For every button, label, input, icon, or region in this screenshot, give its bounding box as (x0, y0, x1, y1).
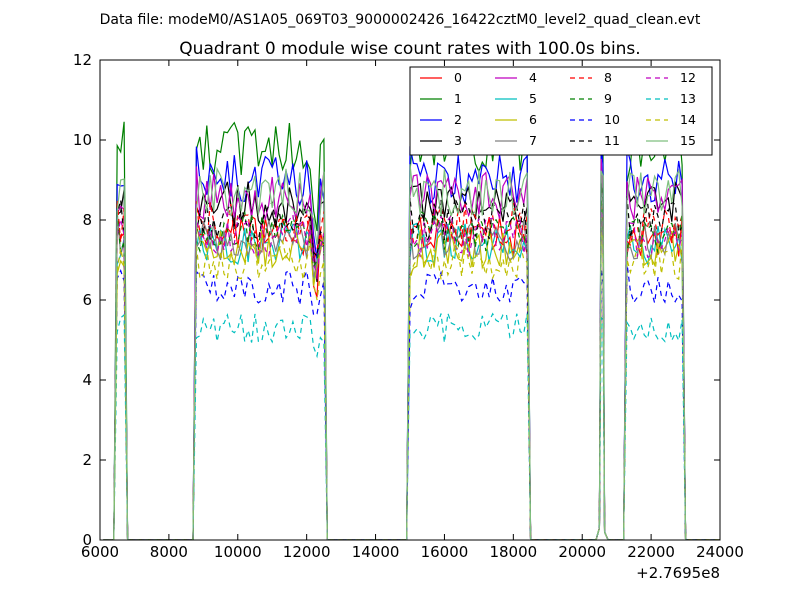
x-tick-label: 14000 (352, 543, 400, 561)
series-line-14 (103, 231, 720, 540)
x-tick-label: 8000 (150, 543, 188, 561)
y-tick-label: 12 (73, 51, 92, 69)
x-tick-label: 6000 (81, 543, 119, 561)
legend-label-8: 8 (604, 70, 612, 85)
series-layer (103, 120, 720, 540)
legend-label-7: 7 (529, 133, 537, 148)
y-tick-label: 4 (82, 371, 92, 389)
legend-label-10: 10 (604, 112, 620, 127)
series-line-8 (103, 200, 720, 540)
x-tick-label: 12000 (283, 543, 331, 561)
data-file-title: Data file: modeM0/AS1A05_069T03_90000024… (100, 12, 701, 28)
legend-box (409, 66, 713, 156)
legend-label-9: 9 (604, 91, 612, 106)
y-tick-label: 6 (82, 291, 92, 309)
legend-label-0: 0 (454, 70, 462, 85)
legend-label-4: 4 (529, 70, 537, 85)
chart-title: Quadrant 0 module wise count rates with … (179, 39, 640, 59)
series-line-13 (103, 312, 720, 540)
legend-label-14: 14 (680, 112, 696, 127)
y-tick-label: 0 (82, 531, 92, 549)
legend-label-12: 12 (680, 70, 696, 85)
legend-label-1: 1 (454, 91, 462, 106)
x-offset-label: +2.7695e8 (636, 564, 720, 582)
x-tick-label: 10000 (214, 543, 262, 561)
x-tick-label: 24000 (696, 543, 744, 561)
legend-label-5: 5 (529, 91, 537, 106)
x-tick-label: 20000 (558, 543, 606, 561)
x-tick-label: 22000 (627, 543, 675, 561)
legend-label-2: 2 (454, 112, 462, 127)
series-line-12 (103, 210, 720, 540)
y-tick-label: 10 (73, 131, 92, 149)
y-tick-label: 2 (82, 451, 92, 469)
legend-label-6: 6 (529, 112, 537, 127)
y-tick-label: 8 (82, 211, 92, 229)
axis-layer: 6000 8000 10000 12000 14000 16000 18000 20000 22… (73, 51, 744, 561)
series-line-15 (103, 164, 720, 540)
x-tick-label: 16000 (421, 543, 469, 561)
legend-label-13: 13 (680, 91, 696, 106)
legend-label-15: 15 (680, 133, 696, 148)
x-tick-label: 18000 (489, 543, 537, 561)
legend-label-3: 3 (454, 133, 462, 148)
legend-label-11: 11 (604, 133, 620, 148)
